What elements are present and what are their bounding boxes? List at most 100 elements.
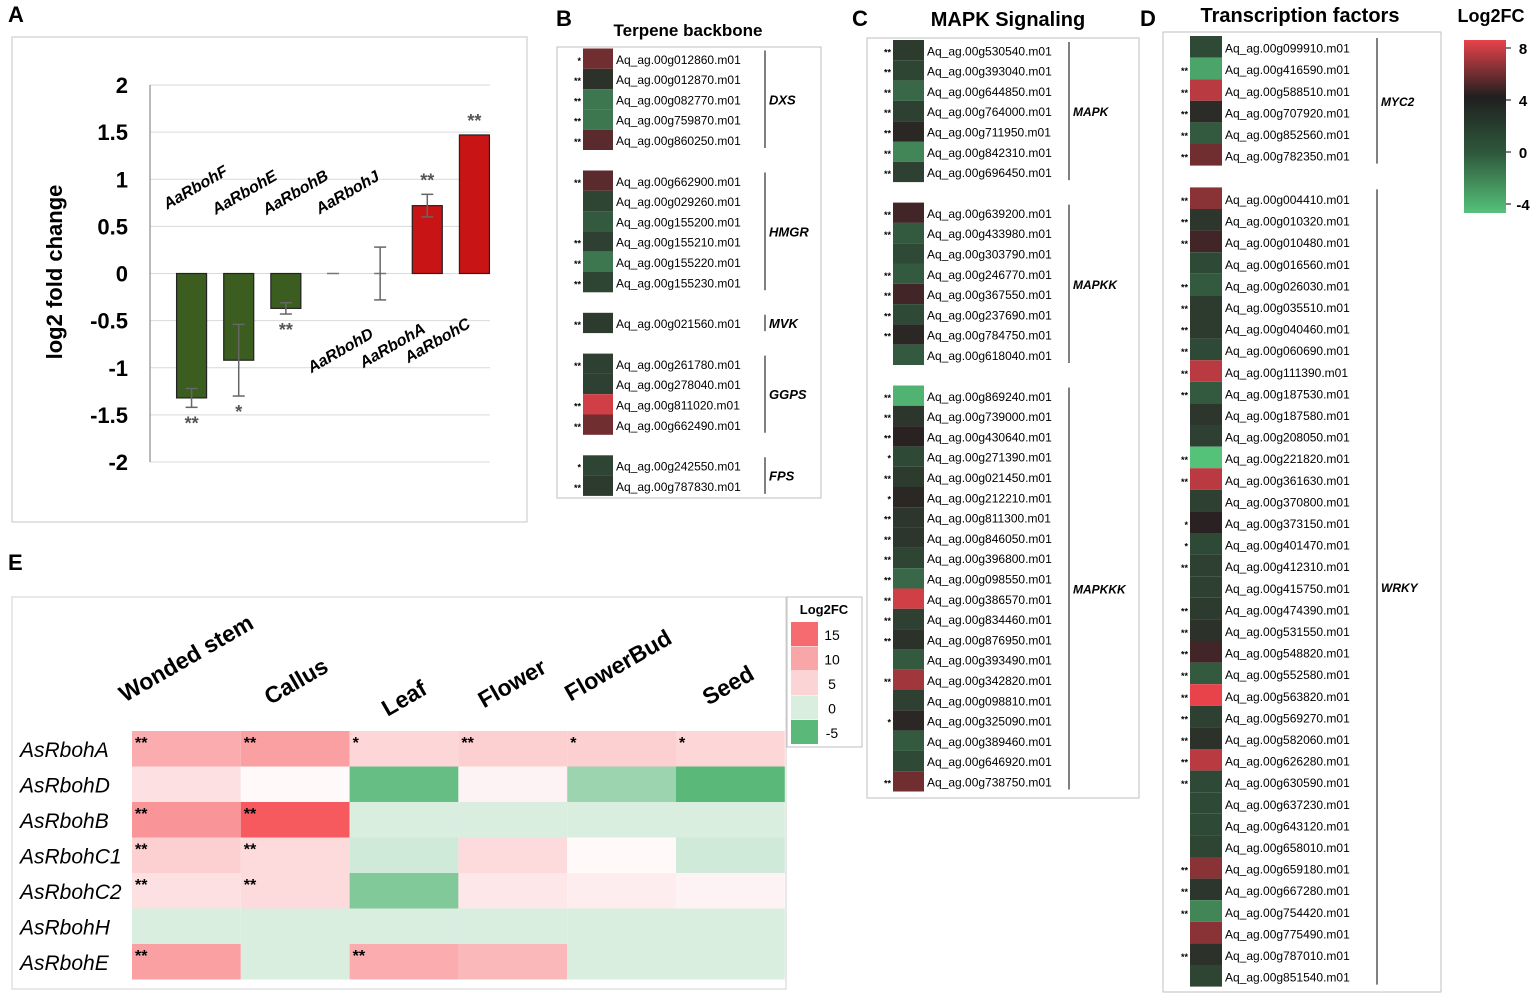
gene-label: Aq_ag.00g029260.m01 xyxy=(616,195,741,209)
heat-cell xyxy=(1190,900,1222,922)
heat-cell xyxy=(350,731,459,767)
heat-cell xyxy=(893,264,924,284)
heat-cell xyxy=(1190,555,1222,577)
heat-cell xyxy=(1190,619,1222,641)
significance-mark: ** xyxy=(185,413,199,433)
gene-label: Aq_ag.00g639200.m01 xyxy=(927,207,1052,221)
heat-cell xyxy=(567,944,676,980)
heat-cell xyxy=(893,690,924,710)
significance-mark: ** xyxy=(1181,153,1189,163)
group-label: DXS xyxy=(769,92,796,107)
legend-e-swatch xyxy=(791,720,818,744)
log2fc-legend: Log2FC 8 4 0 -4 xyxy=(1458,6,1531,214)
heat-cell xyxy=(241,767,350,803)
gene-label: Aq_ag.00g412310.m01 xyxy=(1225,560,1350,574)
row-label: AsRbohA xyxy=(18,739,109,762)
row-label: AsRbohH xyxy=(18,916,111,939)
significance-mark: * xyxy=(887,494,891,504)
significance-mark: ** xyxy=(1181,714,1189,724)
gene-label: Aq_ag.00g246770.m01 xyxy=(927,268,1052,282)
legend-e-tick-label: -5 xyxy=(826,725,839,741)
gene-label: Aq_ag.00g552580.m01 xyxy=(1225,668,1350,682)
gene-label: Aq_ag.00g278040.m01 xyxy=(616,378,741,392)
significance-mark: * xyxy=(679,735,686,752)
heat-cell xyxy=(676,838,785,874)
heat-cell xyxy=(583,476,613,496)
heat-cell xyxy=(1190,122,1222,144)
legend-bcd-title: Log2FC xyxy=(1458,6,1525,26)
heat-cell xyxy=(893,751,924,771)
significance-mark: * xyxy=(1184,542,1188,552)
gene-label: Aq_ag.00g869240.m01 xyxy=(927,390,1052,404)
y-tick-label: 0.5 xyxy=(97,214,128,239)
heat-cell xyxy=(458,873,567,909)
heat-cell xyxy=(241,731,350,767)
heat-cell xyxy=(893,386,924,406)
legend-tick-label: -4 xyxy=(1516,197,1530,214)
heat-cell xyxy=(1190,771,1222,793)
significance-mark: ** xyxy=(461,735,474,752)
gene-label: Aq_ag.00g098810.m01 xyxy=(927,694,1052,708)
significance-mark: ** xyxy=(1181,282,1189,292)
significance-mark: ** xyxy=(135,735,148,752)
gene-label: Aq_ag.00g787830.m01 xyxy=(616,480,741,494)
gene-label: Aq_ag.00g659180.m01 xyxy=(1225,863,1350,877)
row-label: AsRbohE xyxy=(18,952,110,975)
significance-mark: ** xyxy=(1181,563,1189,573)
significance-mark: ** xyxy=(574,239,582,249)
gene-label: Aq_ag.00g846050.m01 xyxy=(927,532,1052,546)
heat-cell xyxy=(1190,965,1222,987)
heat-cell xyxy=(583,231,613,251)
heat-cell xyxy=(1190,144,1222,166)
gene-label: Aq_ag.00g644850.m01 xyxy=(927,85,1052,99)
significance-mark: ** xyxy=(1181,347,1189,357)
gene-label: Aq_ag.00g370800.m01 xyxy=(1225,495,1350,509)
heat-cell xyxy=(1190,403,1222,425)
significance-mark: * xyxy=(353,735,360,752)
significance-mark: ** xyxy=(884,393,892,403)
heat-cell xyxy=(1190,814,1222,836)
heat-cell xyxy=(893,243,924,263)
heat-cell xyxy=(1190,317,1222,339)
gene-label: Aq_ag.00g010320.m01 xyxy=(1225,215,1350,229)
significance-mark: ** xyxy=(135,877,148,894)
legend-e-swatch xyxy=(791,622,818,646)
gene-label: Aq_ag.00g012870.m01 xyxy=(616,73,741,87)
heat-cell xyxy=(458,731,567,767)
gene-label: Aq_ag.00g711950.m01 xyxy=(927,126,1051,140)
heat-cell xyxy=(350,944,459,980)
heat-cell xyxy=(893,710,924,730)
heat-cell xyxy=(583,374,613,394)
heat-cell xyxy=(893,304,924,324)
gene-label: Aq_ag.00g784750.m01 xyxy=(927,329,1052,343)
significance-mark: ** xyxy=(1181,736,1189,746)
gene-label: Aq_ag.00g787010.m01 xyxy=(1225,949,1350,963)
legend-e-tick-label: 15 xyxy=(824,627,840,643)
heat-cell xyxy=(893,223,924,243)
column-label: FlowerBud xyxy=(560,624,676,706)
row-label: AsRbohC1 xyxy=(18,845,122,868)
column-label: Seed xyxy=(698,660,759,710)
significance-mark: ** xyxy=(1181,131,1189,141)
heat-cell xyxy=(241,873,350,909)
significance-mark: ** xyxy=(1181,109,1189,119)
gene-label: Aq_ag.00g099910.m01 xyxy=(1225,42,1350,56)
heat-cell xyxy=(893,203,924,223)
y-tick-label: -0.5 xyxy=(90,309,128,334)
column-label: Wonded stem xyxy=(114,609,257,707)
gene-label: Aq_ag.00g707920.m01 xyxy=(1225,106,1350,120)
significance-mark: ** xyxy=(244,842,257,859)
heat-cell xyxy=(567,731,676,767)
gene-label: Aq_ag.00g082770.m01 xyxy=(616,93,741,107)
heat-cell xyxy=(583,171,613,191)
y-tick-label: -1.5 xyxy=(90,403,128,428)
heat-cell xyxy=(893,629,924,649)
significance-mark: ** xyxy=(884,596,892,606)
panel-label-d: D xyxy=(1140,6,1156,31)
gene-label: Aq_ag.00g111390.m01 xyxy=(1225,366,1348,380)
y-tick-label: 2 xyxy=(116,73,128,98)
gene-label: Aq_ag.00g187580.m01 xyxy=(1225,409,1350,423)
legend-e-tick-label: 10 xyxy=(824,652,840,668)
gene-label: Aq_ag.00g474390.m01 xyxy=(1225,603,1350,617)
gene-label: Aq_ag.00g373150.m01 xyxy=(1225,517,1350,531)
